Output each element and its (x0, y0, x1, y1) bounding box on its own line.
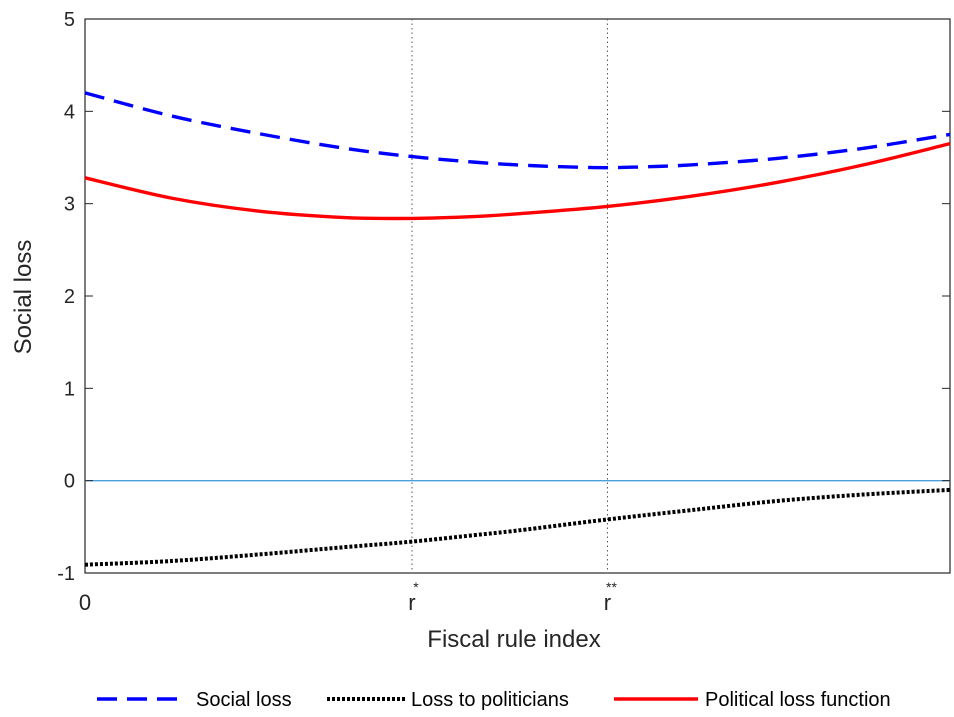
y-axis-ticks: -1 0 1 2 3 4 5 (57, 9, 950, 585)
legend: Social loss Loss to politicians Political … (97, 689, 891, 711)
series-line-2 (84, 487, 951, 567)
y-tick-label: 0 (64, 471, 75, 493)
axes-box (84, 18, 951, 574)
y-tick-label: 4 (64, 101, 75, 123)
y-tick-label: 2 (64, 286, 75, 308)
legend-label-3: Political loss function (705, 689, 891, 711)
series-line-3 (84, 141, 951, 221)
y-tick-label: 3 (64, 194, 75, 216)
y-tick-label: 5 (64, 9, 75, 31)
x-tick-superscript: * (413, 579, 419, 595)
x-tick-superscript: ** (606, 579, 617, 595)
x-tick-label: r (604, 590, 611, 615)
x-axis-ticks: 0 r*r** (79, 579, 618, 615)
x-tick-label: r (408, 590, 415, 615)
y-tick-label: -1 (57, 563, 75, 585)
y-tick-label: 1 (64, 378, 75, 400)
x-tick-label: 0 (79, 590, 91, 615)
y-axis-label: Social loss (10, 240, 37, 355)
legend-label-2: Loss to politicians (411, 689, 569, 711)
legend-label-1: Social loss (196, 689, 292, 711)
x-axis-label: Fiscal rule index (427, 626, 600, 653)
plot-area (84, 18, 951, 574)
series-line-1 (84, 91, 951, 170)
